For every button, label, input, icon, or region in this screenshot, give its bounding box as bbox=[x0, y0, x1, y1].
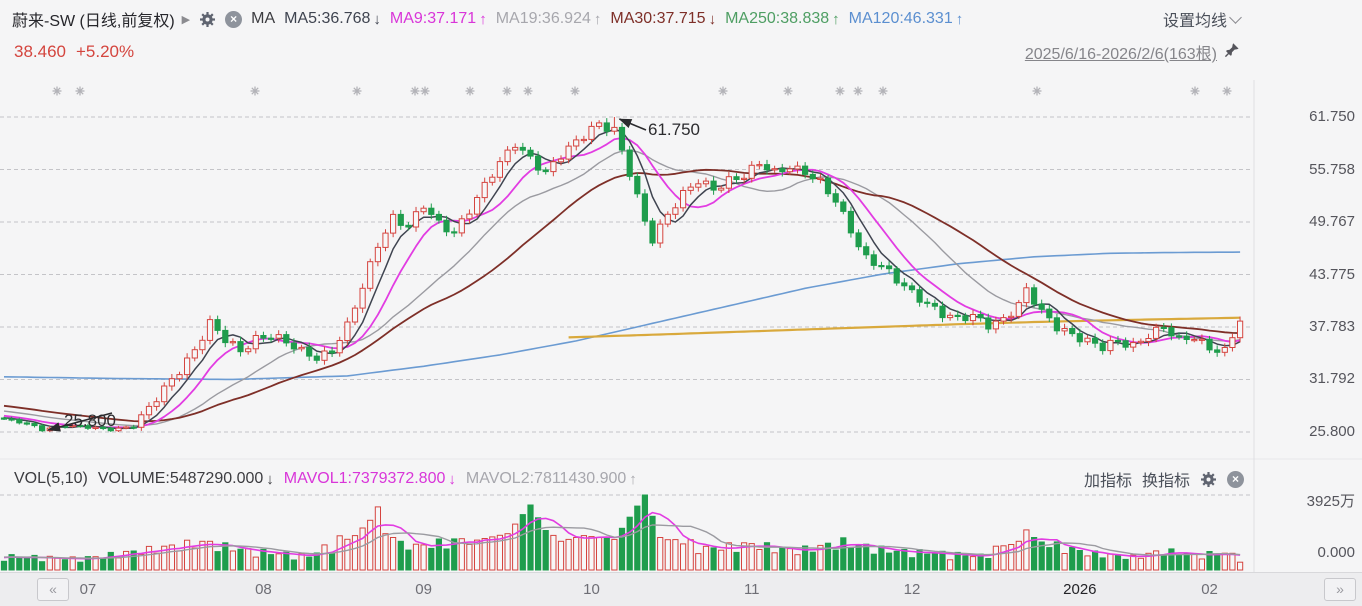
ma5-legend: MA5:36.768 ↓ bbox=[284, 10, 381, 28]
price-tick-label: 61.750 bbox=[1309, 108, 1355, 125]
price-tick-label: 43.775 bbox=[1309, 265, 1355, 283]
ma-group-label[interactable]: MA bbox=[251, 10, 276, 27]
last-price-row: 38.460 +5.20% bbox=[14, 41, 134, 63]
event-marker-icon bbox=[502, 86, 512, 96]
event-marker-icon bbox=[52, 86, 62, 96]
price-tick-label: 31.792 bbox=[1309, 370, 1355, 388]
event-marker-icon bbox=[835, 86, 845, 96]
pin-icon[interactable] bbox=[1224, 42, 1240, 63]
add-indicator-button[interactable]: 加指标 bbox=[1083, 473, 1132, 490]
ma-settings-button[interactable]: 设置均线 bbox=[1163, 7, 1242, 31]
event-marker-icon bbox=[718, 86, 728, 96]
event-marker-icon bbox=[410, 86, 420, 96]
volume-pane-actions: 加指标 换指标 × bbox=[1084, 468, 1244, 490]
ma9-direction-arrow: ↑ bbox=[479, 10, 487, 28]
ma30-legend: MA30:37.715 ↓ bbox=[610, 10, 717, 28]
time-axis-label: 12 bbox=[903, 581, 921, 598]
event-marker-icon bbox=[465, 86, 475, 96]
volume-close-icon[interactable]: × bbox=[1227, 470, 1244, 488]
price-tick-label: 55.758 bbox=[1309, 160, 1355, 178]
event-marker-icon bbox=[523, 86, 533, 96]
time-axis-label: 2026 bbox=[1063, 581, 1097, 598]
event-marker-icon bbox=[420, 86, 430, 96]
low-price-annotation: 25.800 bbox=[64, 411, 116, 430]
price-tick-label: 25.800 bbox=[1309, 423, 1355, 440]
date-range-row: 2025/6/16-2026/2/6(163根) bbox=[1025, 41, 1240, 63]
ma19-legend: MA19:36.924 ↑ bbox=[495, 10, 602, 28]
price-tick-label: 37.783 bbox=[1309, 318, 1355, 335]
mavol1-direction-arrow: ↓ bbox=[448, 470, 456, 488]
event-marker-icon bbox=[783, 86, 793, 96]
event-marker-icon bbox=[352, 86, 362, 96]
chevron-down-icon bbox=[1229, 10, 1242, 24]
event-marker-icon bbox=[1032, 86, 1042, 96]
event-marker-icon bbox=[853, 86, 863, 96]
time-axis-label: 02 bbox=[1201, 581, 1218, 598]
vol-indicator-label[interactable]: VOL(5,10) bbox=[14, 470, 88, 487]
ma250-direction-arrow: ↑ bbox=[832, 10, 840, 28]
volume-tick-label: 0.000 bbox=[1317, 544, 1355, 561]
time-axis-label: 07 bbox=[79, 581, 97, 598]
symbol-title[interactable]: 蔚来-SW (日线,前复权) bbox=[12, 13, 175, 30]
volume-tick-label: 3925万 bbox=[1306, 493, 1355, 510]
time-axis-label: 11 bbox=[743, 581, 760, 598]
volume-direction-arrow: ↓ bbox=[266, 470, 274, 488]
ma30-direction-arrow: ↓ bbox=[708, 10, 717, 28]
last-price: 38.460 bbox=[14, 42, 66, 61]
time-axis-label: 09 bbox=[415, 581, 432, 598]
pan-left-button[interactable]: « bbox=[37, 578, 69, 601]
time-axis-strip bbox=[0, 572, 1362, 606]
volume-pane-header: VOL(5,10) VOLUME:5487290.000 ↓ MAVOL1:737… bbox=[14, 468, 637, 490]
close-indicator-icon[interactable]: × bbox=[225, 10, 243, 28]
high-price-annotation: 61.750 bbox=[648, 120, 700, 139]
event-marker-icon bbox=[570, 86, 580, 96]
ma250-legend: MA250:38.838 ↑ bbox=[725, 10, 840, 28]
ma120-direction-arrow: ↑ bbox=[955, 10, 964, 28]
ma19-direction-arrow: ↑ bbox=[593, 10, 602, 28]
chart-header: 蔚来-SW (日线,前复权) ▶ × MA MA5:36.768 ↓ MA9:37… bbox=[12, 7, 963, 31]
mavol2-legend: MAVOL2:7811430.900 ↑ bbox=[465, 470, 637, 488]
ma9-legend: MA9:37.171 ↑ bbox=[389, 10, 487, 28]
event-marker-icon bbox=[878, 86, 888, 96]
mavol2-direction-arrow: ↑ bbox=[629, 470, 637, 488]
switch-indicator-button[interactable]: 换指标 bbox=[1141, 473, 1190, 490]
visible-date-range[interactable]: 2025/6/16-2026/2/6(163根) bbox=[1024, 46, 1217, 63]
gear-icon[interactable] bbox=[199, 11, 216, 28]
event-marker-icon bbox=[250, 86, 260, 96]
ma120-legend: MA120:46.331 ↑ bbox=[848, 10, 964, 28]
expand-play-icon[interactable]: ▶ bbox=[181, 13, 191, 26]
mavol1-legend: MAVOL1:7379372.800 ↓ bbox=[283, 470, 456, 488]
time-axis-label: 08 bbox=[255, 581, 272, 598]
price-tick-label: 49.767 bbox=[1309, 212, 1355, 230]
price-change-percent: +5.20% bbox=[76, 42, 135, 61]
event-marker-icon bbox=[1222, 86, 1232, 96]
volume-gear-icon[interactable] bbox=[1200, 471, 1217, 488]
volume-legend: VOLUME:5487290.000 ↓ bbox=[97, 470, 274, 488]
pan-right-button[interactable]: » bbox=[1324, 578, 1356, 601]
time-axis-label: 10 bbox=[583, 581, 600, 598]
event-marker-icon bbox=[75, 86, 85, 96]
event-marker-icon bbox=[1190, 86, 1200, 96]
ma5-direction-arrow: ↓ bbox=[373, 10, 381, 28]
